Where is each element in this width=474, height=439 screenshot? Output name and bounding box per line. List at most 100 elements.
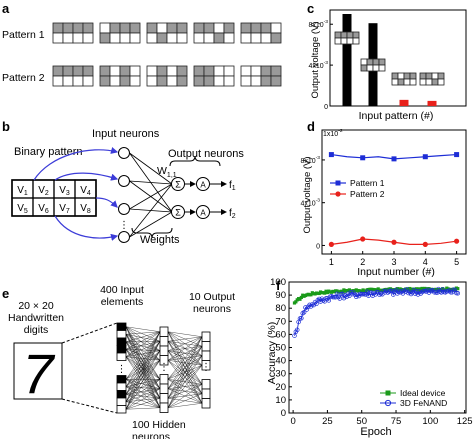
chart-f-point <box>301 309 307 315</box>
connection <box>125 350 161 380</box>
weight-line <box>129 152 173 185</box>
input-element <box>116 390 127 399</box>
chart-f-point <box>410 290 415 295</box>
pattern-cell <box>391 78 399 86</box>
chart-f-point <box>377 292 382 297</box>
connection <box>167 336 203 361</box>
connection <box>125 349 161 361</box>
chart-f-point <box>330 294 336 300</box>
chart-f-point <box>375 290 381 295</box>
chart-f-ytick-label: 40 <box>275 356 286 367</box>
panel-letter-a: a <box>2 1 10 16</box>
connection <box>125 331 161 402</box>
pattern-cell <box>193 22 205 34</box>
pattern-cell <box>403 78 411 86</box>
pattern-cell <box>166 75 178 87</box>
chart-f-point <box>421 288 426 294</box>
chart-f-point <box>456 287 460 291</box>
connection <box>167 384 203 408</box>
weight-line <box>129 180 173 185</box>
pattern-cell <box>52 32 64 44</box>
binary-grid-label: V1 <box>17 185 28 197</box>
pattern-cell <box>99 32 111 44</box>
chart-d-ytick-label: 4x10-3 <box>300 198 320 208</box>
connection <box>125 341 161 395</box>
panel-f: f Accuracy (%) Epoch 0 25 50 75 100 125 0 10 20 3… <box>266 277 473 438</box>
pattern-cell <box>203 32 215 44</box>
chart-d-point <box>328 152 334 158</box>
connection <box>125 341 161 410</box>
connection <box>125 331 161 350</box>
input-element <box>116 382 127 391</box>
connection <box>125 326 161 351</box>
chart-f-point <box>371 290 377 296</box>
pattern-cell <box>156 22 168 34</box>
connection <box>125 356 161 361</box>
pattern-grid <box>193 65 235 87</box>
pattern-cell <box>340 31 348 39</box>
pattern-cell <box>166 22 178 34</box>
chart-d-ytick-label: 0 <box>316 243 320 250</box>
chart-f-point <box>406 290 411 296</box>
pattern-cell <box>397 78 405 86</box>
pattern-cell <box>82 75 94 87</box>
pattern-cell <box>437 72 445 80</box>
pattern-cell <box>119 32 131 44</box>
pattern-cell <box>119 22 131 34</box>
chart-f-point <box>298 297 302 301</box>
pattern-cell <box>109 65 121 77</box>
chart-f-point <box>294 300 298 304</box>
pattern-cell <box>360 58 368 66</box>
chart-f-point <box>299 316 304 321</box>
pattern-cell <box>156 65 168 77</box>
chart-f-point <box>326 298 332 303</box>
chart-f-xtick-label: 100 <box>422 416 438 427</box>
chart-f-point <box>341 295 347 301</box>
connection <box>167 336 203 351</box>
panel-letter-d: d <box>307 119 315 134</box>
output-neuron <box>201 379 211 390</box>
chart-f-point <box>402 288 407 293</box>
pattern-cell <box>193 32 205 44</box>
pattern-cell <box>378 58 386 66</box>
input-element <box>116 352 127 361</box>
pattern-cell <box>240 75 252 87</box>
pattern-grid <box>99 22 141 44</box>
connection <box>125 356 161 408</box>
input-element <box>116 345 127 354</box>
pattern-cell <box>397 72 405 80</box>
input-element <box>116 330 127 339</box>
pattern-cell <box>203 75 215 87</box>
connection <box>125 331 161 387</box>
pattern-cell <box>193 65 205 77</box>
pattern-cell <box>119 65 131 77</box>
chart-f-point <box>300 311 305 316</box>
pattern-cell <box>109 75 121 87</box>
pattern-cell <box>176 65 188 77</box>
chart-f-point <box>450 289 455 295</box>
connection <box>167 393 203 408</box>
chart-f-point <box>304 307 310 312</box>
output-neuron <box>201 331 211 342</box>
output-neuron <box>201 341 211 352</box>
weights-brace <box>131 227 173 239</box>
input-arrow <box>54 172 119 181</box>
pattern-cell <box>72 75 84 87</box>
chart-f-point <box>436 286 441 292</box>
chart-f-point <box>420 286 424 291</box>
pattern-cell <box>213 22 225 34</box>
pattern-cell <box>99 75 111 87</box>
connection <box>125 360 161 402</box>
chart-d-frame <box>321 129 467 255</box>
chart-c-pattern-icon <box>419 72 445 86</box>
pattern-cell <box>129 65 141 77</box>
output-neuron <box>201 388 211 399</box>
pattern-cell <box>193 75 205 87</box>
output-neurons-label: 10 Output neurons <box>189 291 235 315</box>
output-label: f1 <box>229 180 236 192</box>
connection <box>125 341 161 387</box>
pattern-cell <box>260 22 272 34</box>
chart-f-ytick-label: 90 <box>275 290 286 301</box>
pattern-cell <box>425 72 433 80</box>
pattern-cell <box>409 78 417 86</box>
